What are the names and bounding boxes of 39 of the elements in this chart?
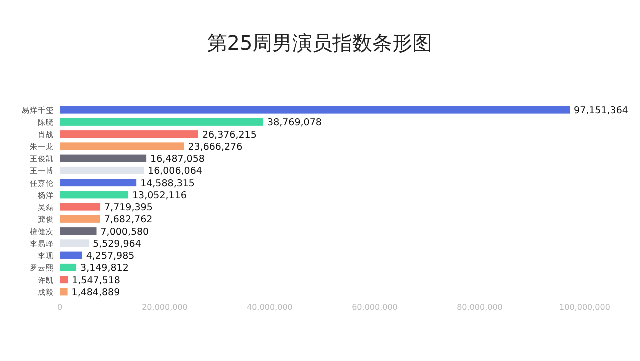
- bar: [60, 276, 68, 284]
- x-tick-label: 60,000,000: [352, 303, 398, 312]
- bar: [60, 215, 100, 223]
- bar: [60, 240, 90, 248]
- data-label: 38,769,078: [268, 118, 322, 129]
- chart-title: 第25周男演员指数条形图: [207, 31, 433, 55]
- data-label: 1,547,518: [72, 275, 120, 286]
- bar: [60, 142, 184, 150]
- data-label: 7,682,762: [104, 214, 153, 226]
- data-label: 97,151,364: [574, 106, 628, 117]
- bar: [60, 228, 97, 236]
- data-label: 23,666,276: [188, 142, 243, 153]
- x-tick-label: 20,000,000: [142, 303, 188, 312]
- bar: [60, 252, 82, 260]
- bar: [60, 203, 101, 211]
- bar: [60, 118, 264, 126]
- data-label: 4,257,985: [86, 251, 135, 262]
- data-label: 7,719,395: [104, 202, 153, 214]
- data-label: 7,000,580: [100, 226, 150, 238]
- x-tick-label: 80,000,000: [457, 303, 503, 312]
- bar: [60, 288, 68, 296]
- data-label: 26,376,215: [202, 130, 257, 141]
- bar: [60, 106, 570, 114]
- x-tick-label: 0: [57, 303, 63, 312]
- data-label: 1,484,889: [72, 287, 120, 298]
- bar: [60, 130, 198, 138]
- bar: [60, 166, 144, 174]
- x-tick-label: 40,000,000: [247, 303, 293, 312]
- bar: [60, 264, 77, 272]
- data-label: 5,529,964: [93, 238, 142, 250]
- bar: [60, 179, 137, 187]
- data-label: 16,006,064: [148, 166, 202, 178]
- x-tick-label: 100,000,000: [560, 303, 610, 312]
- data-label: 13,052,116: [132, 190, 187, 202]
- bar: [60, 154, 147, 162]
- data-label: 16,487,058: [150, 154, 205, 166]
- bar: [60, 191, 129, 199]
- data-label: 3,149,812: [80, 263, 129, 274]
- data-label: 14,588,315: [140, 178, 195, 190]
